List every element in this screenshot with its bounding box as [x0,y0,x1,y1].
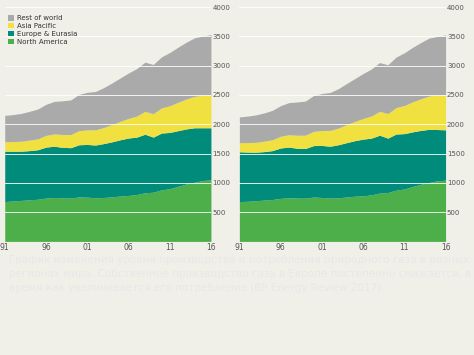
Legend: Rest of world, Asia Pacific, Europe & Eurasia, North America: Rest of world, Asia Pacific, Europe & Eu… [8,15,77,45]
Text: График изменения уровня производства и потребления природного газа в разных
реги: График изменения уровня производства и п… [9,255,474,293]
